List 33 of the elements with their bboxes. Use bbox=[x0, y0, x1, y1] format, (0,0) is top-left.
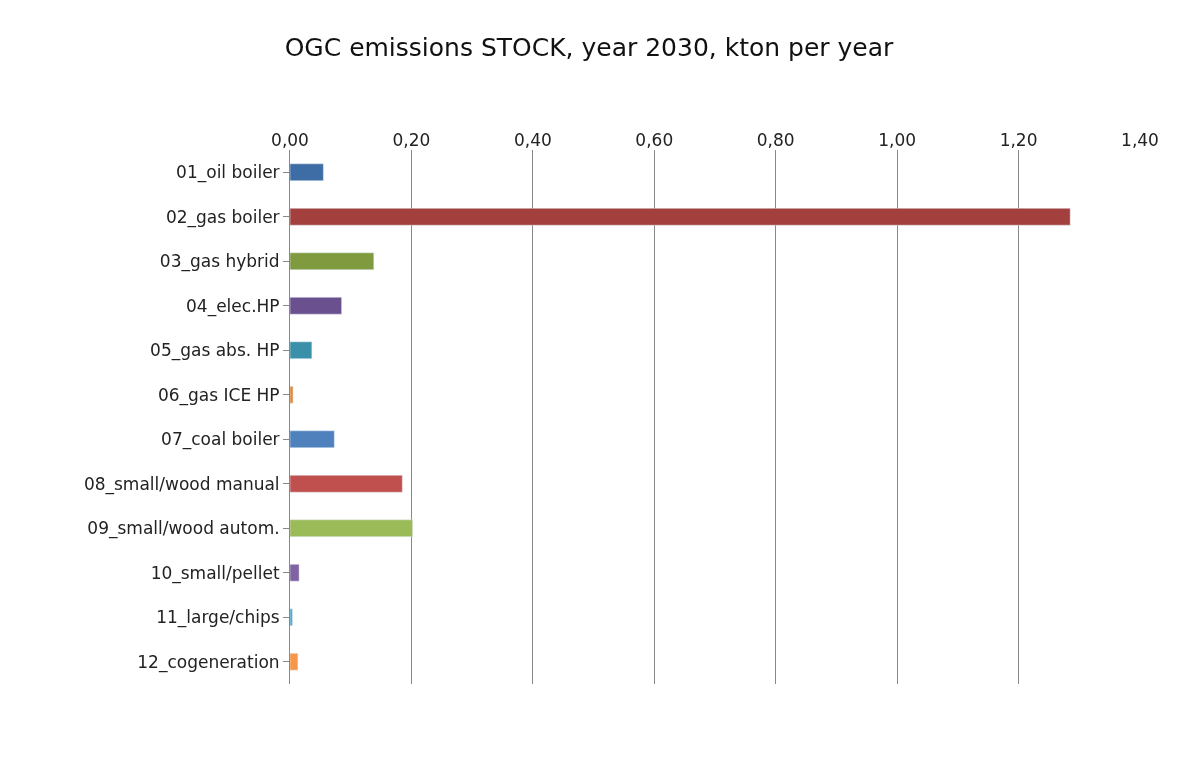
bar bbox=[290, 430, 335, 448]
y-tick-label: 12_cogeneration bbox=[137, 651, 280, 673]
y-tick-label: 01_oil boiler bbox=[176, 162, 280, 184]
x-tick-label: 0,20 bbox=[392, 129, 431, 150]
y-tick-label: 11_large/chips bbox=[156, 607, 280, 629]
bar bbox=[290, 564, 300, 582]
x-tick-label: 0,00 bbox=[271, 129, 309, 150]
x-tick-label: 0,60 bbox=[635, 129, 674, 150]
bar bbox=[290, 653, 299, 671]
bar bbox=[290, 519, 413, 537]
x-tick-label: 0,40 bbox=[513, 129, 552, 150]
y-tick-label: 04_elec.HP bbox=[186, 295, 280, 317]
y-tick-label: 06_gas ICE HP bbox=[157, 384, 280, 406]
y-tick-label: 03_gas hybrid bbox=[159, 251, 280, 273]
y-tick-label: 05_gas abs. HP bbox=[150, 340, 280, 362]
bar bbox=[290, 252, 375, 270]
bar bbox=[290, 208, 1071, 226]
chart-title: OGC emissions STOCK, year 2030, kton per year bbox=[284, 32, 895, 62]
y-tick-label: 07_coal boiler bbox=[161, 429, 280, 451]
bar bbox=[290, 386, 294, 404]
x-tick-label: 1,20 bbox=[999, 129, 1038, 150]
x-tick-label: 1,00 bbox=[878, 129, 917, 150]
y-tick-label: 02_gas boiler bbox=[165, 206, 280, 228]
x-tick-label: 1,40 bbox=[1121, 129, 1159, 150]
bar bbox=[290, 341, 313, 359]
y-tick-label: 08_small/wood manual bbox=[83, 473, 280, 495]
x-tick-label: 0,80 bbox=[756, 129, 795, 150]
bar bbox=[290, 475, 403, 493]
bar bbox=[290, 163, 324, 181]
y-tick-label: 10_small/pellet bbox=[150, 562, 280, 584]
bar bbox=[290, 608, 293, 626]
bar bbox=[290, 297, 342, 315]
y-tick-label: 09_small/wood autom. bbox=[87, 518, 280, 540]
